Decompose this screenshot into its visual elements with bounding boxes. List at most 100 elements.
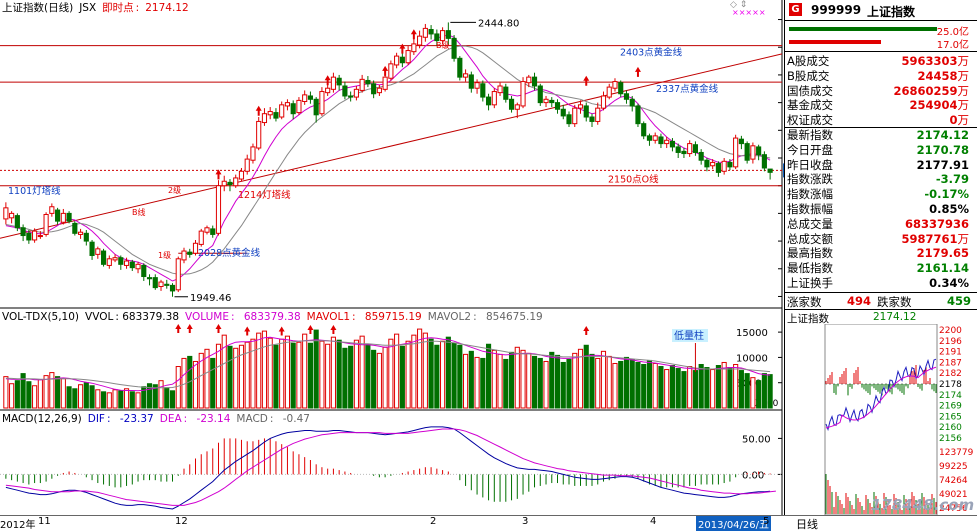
candle-body (14, 215, 20, 229)
quote-label: 基金成交 (787, 98, 833, 113)
mini-axis-label: 2169 (939, 402, 962, 412)
candle-body (20, 227, 26, 237)
wave-b: B级 (436, 40, 450, 50)
candle-body (118, 257, 124, 265)
volume-bar (474, 356, 480, 409)
volume-bar (733, 363, 739, 409)
vol-arrow (307, 325, 314, 335)
volume-bar (348, 345, 354, 409)
quote-panel: G 999999 上证指数 25.0亿 17.0亿 A股成交 5963303万 B股… (784, 0, 977, 515)
candle-body (342, 85, 348, 97)
volume-bar (549, 351, 555, 409)
candle-body (164, 283, 170, 286)
expand-icon[interactable]: ⇕ (739, 0, 748, 10)
candle-body (95, 248, 101, 255)
volume-bar (756, 380, 762, 409)
vol-arrow (278, 326, 285, 336)
quote-label: 昨日收盘 (787, 157, 833, 172)
quote-label: B股成交 (787, 68, 830, 83)
volume-bar (480, 357, 486, 409)
volume-bar (14, 380, 20, 409)
quote-row: A股成交 5963303万 (787, 54, 975, 69)
candle-body (738, 138, 744, 145)
down-count-label: 跌家数 (877, 295, 912, 309)
quote-value: 2174.12 (916, 128, 969, 142)
quote-row: 指数涨幅 -0.17% (787, 187, 975, 202)
candle-body (158, 281, 164, 287)
quote-value: -3.79 (935, 172, 969, 187)
candle-body (307, 95, 313, 100)
candle-body (445, 30, 451, 39)
candle-body (382, 76, 388, 90)
watermark: 178448.com (871, 496, 975, 514)
volume-bar (66, 386, 72, 409)
candle-body (49, 206, 55, 214)
ma-line (5, 45, 771, 275)
volume-bar (606, 355, 612, 409)
candle-body (497, 85, 503, 94)
volume-bar (376, 352, 382, 409)
volume-bar (508, 351, 515, 409)
quote-value: 0万 (949, 113, 969, 128)
quote-row: 总成交额 5987761万 (787, 232, 975, 247)
quote-row: 今日开盘 2170.78 (787, 143, 975, 158)
candle-body (330, 76, 336, 90)
candle-body (572, 107, 578, 125)
volume-bar (422, 332, 428, 409)
candle-body (32, 230, 38, 241)
quote-header: G 999999 上证指数 (785, 0, 977, 21)
candle-body (422, 27, 428, 38)
candle-body (480, 83, 486, 98)
wave-2: 2级 (168, 185, 181, 195)
volume-bar (95, 389, 101, 409)
quote-value: 2161.14 (916, 261, 969, 276)
dea-value: -23.14 (196, 413, 231, 425)
candle-body (250, 146, 256, 161)
candle-body (618, 82, 624, 95)
candle-body (399, 56, 405, 64)
volume-bar (158, 380, 164, 409)
volume-bar (629, 358, 635, 409)
minimize-icon[interactable]: ◇ (730, 0, 737, 10)
quote-value: 26860259万 (893, 83, 969, 98)
up-count-label: 涨家数 (787, 295, 822, 309)
volume-bar (503, 358, 509, 409)
volume-bar (577, 348, 584, 409)
candle-body (66, 212, 72, 222)
quote-label: 最新指数 (787, 128, 833, 142)
down-count: 459 (946, 294, 971, 308)
inflow-bar (789, 27, 937, 31)
macd-tick-label: 0.00 (742, 470, 764, 481)
volume-bar (32, 385, 38, 409)
volume-bar (687, 366, 693, 409)
quote-row: 指数振幅 0.85% (787, 202, 975, 217)
candle-body (543, 98, 549, 104)
volume-bar (250, 338, 256, 409)
candle-body (440, 30, 446, 42)
mini-axis-label: 99225 (939, 462, 968, 472)
markers-strip: ××××× (732, 8, 766, 17)
vol-arrow (175, 324, 182, 333)
volume-bar (290, 342, 296, 409)
index-code: 999999 (811, 3, 862, 17)
volume-label: VOLUME (185, 311, 229, 323)
candle-body (60, 212, 66, 223)
mini-axis-label: 2174 (939, 391, 962, 401)
candle-body (750, 145, 756, 160)
volume-bar (261, 330, 268, 409)
candle-body (463, 73, 469, 78)
volume-bar (330, 336, 336, 409)
window-controls: ◇ ⇕ (730, 0, 747, 10)
volume-bar (325, 343, 331, 409)
candle-body (273, 112, 279, 119)
candle-body (198, 230, 204, 245)
candle-body (141, 264, 147, 278)
volume-bar (595, 357, 601, 409)
macd-pane-header: MACD(12,26,9) DIF: -23.37 DEA: -23.14 MACD:… (2, 413, 310, 425)
macd-value: -0.47 (282, 413, 310, 425)
volume-bar (526, 352, 532, 409)
candle-body (560, 108, 566, 117)
quote-value: 0.85% (929, 202, 969, 216)
candle-body (675, 146, 681, 153)
volume-bar (537, 357, 543, 409)
